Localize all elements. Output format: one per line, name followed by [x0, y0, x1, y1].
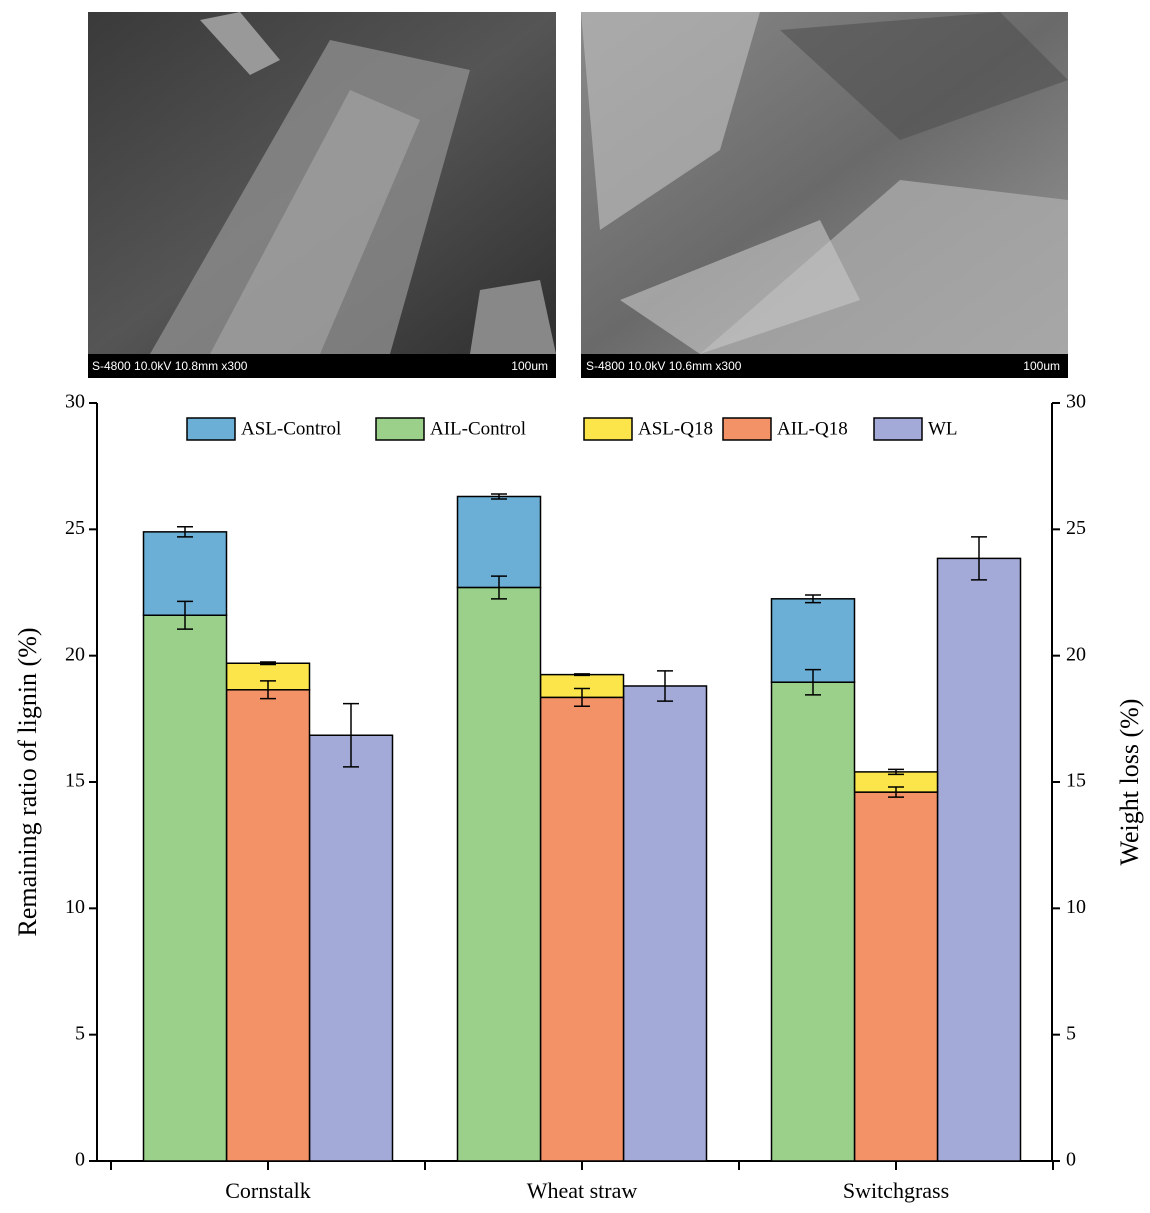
bar [144, 615, 227, 1161]
y-tick-label: 25 [65, 517, 85, 539]
y2-tick-label: 0 [1066, 1149, 1076, 1171]
y-tick-label: 30 [65, 391, 85, 413]
sem-caption: S-4800 10.0kV 10.6mm x300 [586, 359, 742, 373]
legend-label: ASL-Control [241, 418, 341, 439]
y-axis-label: Remaining ratio of lignin (%) [13, 627, 42, 936]
x-tick-label: Wheat straw [527, 1178, 638, 1203]
bar [310, 735, 393, 1161]
y2-tick-label: 15 [1066, 770, 1086, 792]
bar [772, 682, 855, 1161]
bar [227, 690, 310, 1161]
y-tick-label: 15 [65, 770, 85, 792]
x-tick-label: Switchgrass [843, 1178, 949, 1203]
figure: S-4800 10.0kV 10.8mm x300 100um S-4800 1… [0, 0, 1150, 1208]
y2-tick-label: 25 [1066, 517, 1086, 539]
y-tick-label: 5 [75, 1022, 85, 1044]
sem-scale: 100um [1023, 359, 1060, 373]
legend-label: AIL-Q18 [777, 418, 848, 439]
y-tick-label: 10 [65, 896, 85, 918]
bar [458, 587, 541, 1161]
bar [938, 558, 1021, 1161]
y2-axis-label: Weight loss (%) [1115, 699, 1144, 866]
legend-swatch [187, 418, 235, 440]
y2-tick-label: 30 [1066, 391, 1086, 413]
sem-image-1 [88, 12, 556, 378]
legend-swatch [723, 418, 771, 440]
y-tick-label: 0 [75, 1149, 85, 1171]
bar [855, 792, 938, 1161]
y2-tick-label: 5 [1066, 1022, 1076, 1044]
legend-label: WL [928, 418, 958, 439]
legend-label: ASL-Q18 [638, 418, 713, 439]
y2-tick-label: 20 [1066, 643, 1086, 665]
sem-caption: S-4800 10.0kV 10.8mm x300 [92, 359, 248, 373]
bar [541, 697, 624, 1161]
bar [458, 496, 541, 587]
sem-image-2 [581, 12, 1068, 378]
sem-scale: 100um [511, 359, 548, 373]
y-tick-label: 20 [65, 643, 85, 665]
bar [624, 686, 707, 1161]
x-tick-label: Cornstalk [225, 1178, 311, 1203]
chart: Remaining ratio of lignin (%) Weight los… [13, 391, 1144, 1203]
legend-swatch [874, 418, 922, 440]
legend-swatch [584, 418, 632, 440]
legend-label: AIL-Control [430, 418, 526, 439]
legend-swatch [376, 418, 424, 440]
y2-tick-label: 10 [1066, 896, 1086, 918]
